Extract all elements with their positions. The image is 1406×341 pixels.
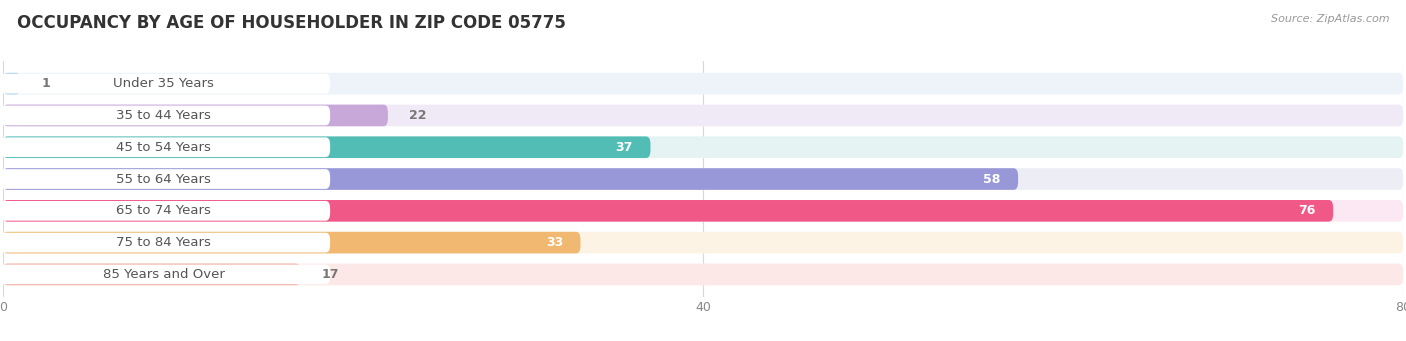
FancyBboxPatch shape	[0, 137, 330, 157]
FancyBboxPatch shape	[3, 232, 581, 253]
FancyBboxPatch shape	[0, 201, 330, 221]
FancyBboxPatch shape	[3, 232, 1403, 253]
FancyBboxPatch shape	[0, 265, 330, 284]
FancyBboxPatch shape	[3, 264, 301, 285]
Text: 58: 58	[983, 173, 1001, 186]
Text: 65 to 74 Years: 65 to 74 Years	[117, 204, 211, 217]
FancyBboxPatch shape	[3, 105, 388, 126]
FancyBboxPatch shape	[3, 105, 1403, 126]
FancyBboxPatch shape	[3, 200, 1333, 222]
Text: 35 to 44 Years: 35 to 44 Years	[117, 109, 211, 122]
Text: 75 to 84 Years: 75 to 84 Years	[117, 236, 211, 249]
Text: 85 Years and Over: 85 Years and Over	[103, 268, 225, 281]
Text: 45 to 54 Years: 45 to 54 Years	[117, 141, 211, 154]
FancyBboxPatch shape	[3, 73, 1403, 94]
Text: 22: 22	[409, 109, 426, 122]
Text: Source: ZipAtlas.com: Source: ZipAtlas.com	[1271, 14, 1389, 24]
FancyBboxPatch shape	[3, 136, 1403, 158]
FancyBboxPatch shape	[3, 264, 1403, 285]
Text: 55 to 64 Years: 55 to 64 Years	[117, 173, 211, 186]
FancyBboxPatch shape	[3, 73, 20, 94]
Text: 76: 76	[1298, 204, 1316, 217]
Text: 1: 1	[41, 77, 51, 90]
FancyBboxPatch shape	[3, 136, 651, 158]
Text: 37: 37	[616, 141, 633, 154]
FancyBboxPatch shape	[3, 200, 1403, 222]
FancyBboxPatch shape	[0, 106, 330, 125]
Text: OCCUPANCY BY AGE OF HOUSEHOLDER IN ZIP CODE 05775: OCCUPANCY BY AGE OF HOUSEHOLDER IN ZIP C…	[17, 14, 565, 32]
FancyBboxPatch shape	[0, 233, 330, 252]
Text: 17: 17	[322, 268, 339, 281]
FancyBboxPatch shape	[3, 168, 1018, 190]
Text: Under 35 Years: Under 35 Years	[114, 77, 214, 90]
Text: 33: 33	[546, 236, 562, 249]
FancyBboxPatch shape	[0, 169, 330, 189]
FancyBboxPatch shape	[0, 74, 330, 93]
FancyBboxPatch shape	[3, 168, 1403, 190]
